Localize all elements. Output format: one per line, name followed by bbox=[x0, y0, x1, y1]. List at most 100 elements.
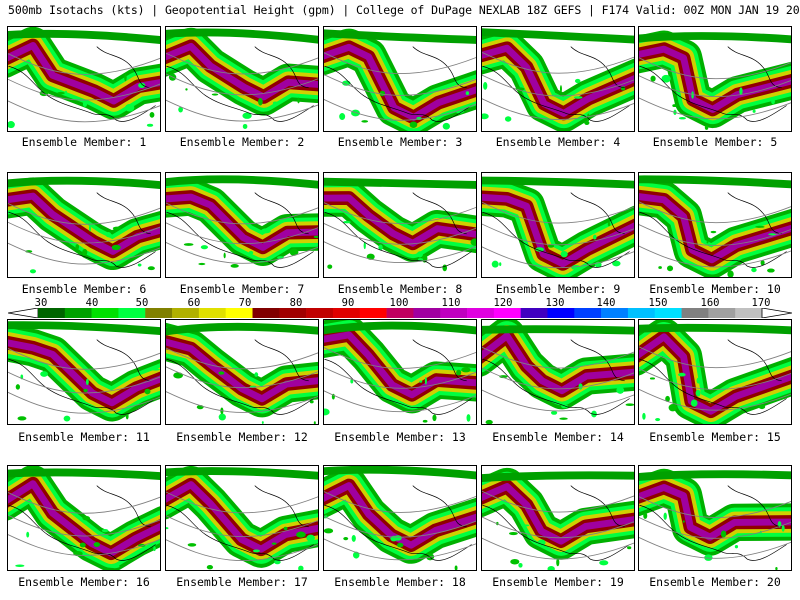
ensemble-map-panel bbox=[165, 319, 319, 425]
colorbar-tick-label: 170 bbox=[751, 297, 771, 309]
coastline bbox=[482, 339, 630, 415]
isotach-patch bbox=[206, 565, 214, 570]
height-contour bbox=[482, 98, 634, 120]
isotach-band bbox=[166, 322, 318, 336]
ensemble-map-panel bbox=[165, 465, 319, 571]
colorbar-tick-label: 150 bbox=[648, 297, 668, 309]
isotach-patch bbox=[574, 78, 581, 84]
isotach-patch bbox=[442, 122, 450, 130]
ensemble-map-panel bbox=[481, 319, 635, 425]
isotach-patch bbox=[261, 228, 271, 234]
ensemble-map-panel bbox=[481, 172, 635, 278]
isotach-patch bbox=[760, 260, 765, 266]
isotach-band bbox=[8, 192, 160, 255]
isotach-patch bbox=[185, 88, 188, 91]
isotach-patch bbox=[110, 564, 120, 569]
colorbar-swatch bbox=[547, 308, 575, 318]
isotach-patch bbox=[454, 565, 458, 570]
isotach-patch bbox=[482, 113, 489, 120]
colorbar-tick-label: 90 bbox=[341, 297, 355, 309]
isotach-patch bbox=[83, 388, 88, 393]
isotach-patch bbox=[456, 369, 462, 376]
isotach-patch bbox=[105, 231, 112, 238]
colorbar-swatch bbox=[332, 308, 361, 318]
isotach-band bbox=[166, 175, 318, 189]
height-contour bbox=[8, 391, 160, 414]
colorbar-tick-label: 120 bbox=[493, 297, 513, 309]
isotach-patch bbox=[706, 240, 709, 244]
isotach-patch bbox=[593, 234, 597, 240]
ensemble-map-panel bbox=[323, 319, 477, 425]
ensemble-map-panel bbox=[7, 26, 161, 132]
colorbar-swatch bbox=[198, 308, 227, 318]
ensemble-member-label: Ensemble Member: 17 bbox=[176, 575, 308, 589]
isotach-band bbox=[482, 44, 634, 117]
isotach-patch bbox=[682, 520, 685, 523]
isotach-patch bbox=[183, 243, 194, 246]
isotach-patch bbox=[15, 564, 25, 567]
isotach-patch bbox=[650, 75, 656, 82]
isotach-patch bbox=[695, 389, 701, 397]
ensemble-member-label: Ensemble Member: 11 bbox=[18, 430, 150, 444]
isotach-band bbox=[8, 468, 160, 480]
colorbar-swatch bbox=[413, 308, 441, 318]
isotach-patch bbox=[584, 120, 590, 125]
isotach-patch bbox=[547, 566, 555, 570]
coastline bbox=[166, 485, 314, 561]
isotach-patch bbox=[297, 97, 300, 104]
coastline bbox=[324, 485, 472, 561]
isotach-patch bbox=[343, 537, 349, 541]
isotach-patch bbox=[306, 534, 315, 542]
isotach-band bbox=[166, 42, 318, 101]
isotach-patch bbox=[254, 372, 259, 377]
isotach-patch bbox=[560, 250, 568, 258]
isotach-band bbox=[639, 323, 791, 335]
isotach-patch bbox=[15, 384, 21, 390]
isotach-band bbox=[324, 43, 476, 121]
ensemble-member-label: Ensemble Member: 3 bbox=[337, 135, 463, 149]
ensemble-member-label: Ensemble Member: 12 bbox=[176, 430, 308, 444]
height-contour bbox=[166, 222, 318, 245]
isotach-patch bbox=[248, 113, 251, 117]
isotach-patch bbox=[166, 527, 169, 530]
isotach-band bbox=[166, 481, 318, 553]
ensemble-member-label: Ensemble Member: 8 bbox=[337, 282, 463, 296]
height-contour bbox=[482, 74, 634, 97]
isotach-patch bbox=[144, 388, 151, 395]
colorbar-tick-label: 80 bbox=[289, 297, 303, 309]
ensemble-member-label: Ensemble Member: 2 bbox=[179, 135, 305, 149]
colorbar-swatch bbox=[735, 308, 763, 318]
ensemble-member-label: Ensemble Member: 6 bbox=[21, 282, 147, 296]
isotach-patch bbox=[363, 241, 366, 250]
height-contour bbox=[324, 491, 476, 513]
isotach-band bbox=[482, 483, 634, 545]
isotach-band bbox=[166, 193, 318, 251]
ensemble-member-label: Ensemble Member: 15 bbox=[649, 430, 781, 444]
isotach-patch bbox=[252, 549, 260, 553]
isotach-band bbox=[324, 29, 476, 44]
isotach-patch bbox=[561, 404, 569, 409]
isotach-patch bbox=[547, 244, 555, 248]
isotach-patch bbox=[248, 250, 254, 255]
isotach-patch bbox=[649, 377, 656, 380]
height-contour bbox=[324, 74, 476, 96]
height-contour bbox=[639, 201, 791, 224]
isotach-patch bbox=[678, 372, 686, 377]
isotach-patch bbox=[559, 417, 568, 420]
colorbar-swatch bbox=[172, 308, 200, 318]
isotach-patch bbox=[138, 82, 146, 89]
height-contour bbox=[324, 366, 476, 389]
isotach-band bbox=[324, 194, 476, 247]
jet-stream-map bbox=[324, 177, 476, 272]
colorbar-swatch bbox=[359, 308, 387, 318]
height-contour bbox=[639, 346, 791, 369]
height-contour bbox=[8, 242, 160, 265]
ensemble-member-label: Ensemble Member: 14 bbox=[492, 430, 624, 444]
isotach-patch bbox=[258, 98, 263, 106]
isotach-patch bbox=[343, 220, 351, 224]
isotach-patch bbox=[696, 377, 700, 384]
isotach-patch bbox=[147, 266, 155, 271]
isotach-patch bbox=[535, 247, 545, 252]
height-contour bbox=[482, 389, 634, 412]
ensemble-map-panel bbox=[638, 465, 792, 571]
